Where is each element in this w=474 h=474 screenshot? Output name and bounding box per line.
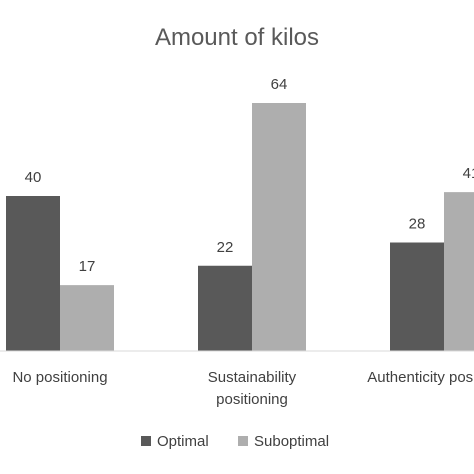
legend: Optimal Suboptimal <box>141 433 329 450</box>
data-label-optimal-1: 40 <box>25 169 42 186</box>
x-tick-labels-group: No positioning Sustainability positioning A… <box>12 369 474 408</box>
legend-swatch-suboptimal <box>238 436 248 446</box>
data-label-suboptimal-3: 41 <box>463 165 474 182</box>
data-label-suboptimal-2: 64 <box>271 76 288 93</box>
chart-title: Amount of kilos <box>155 24 319 51</box>
bar-optimal-2 <box>198 265 252 351</box>
x-tick-label-2: Sustainability positioning <box>208 369 297 408</box>
data-label-optimal-3: 28 <box>409 216 426 233</box>
bar-optimal-1 <box>6 196 60 351</box>
bar-suboptimal-2 <box>252 103 306 351</box>
bar-suboptimal-1 <box>60 285 114 351</box>
legend-label-suboptimal: Suboptimal <box>254 433 329 450</box>
legend-label-optimal: Optimal <box>157 433 209 450</box>
x-tick-label-1: No positioning <box>12 369 107 386</box>
x-tick-label-3: Authenticity positioning <box>367 369 474 386</box>
bars-group <box>6 103 474 351</box>
bar-optimal-3 <box>390 242 444 351</box>
data-label-suboptimal-1: 17 <box>79 258 96 275</box>
data-labels-group: 40 17 22 64 28 41 <box>25 76 474 275</box>
bar-suboptimal-3 <box>444 192 474 351</box>
legend-swatch-optimal <box>141 436 151 446</box>
data-label-optimal-2: 22 <box>217 239 234 256</box>
